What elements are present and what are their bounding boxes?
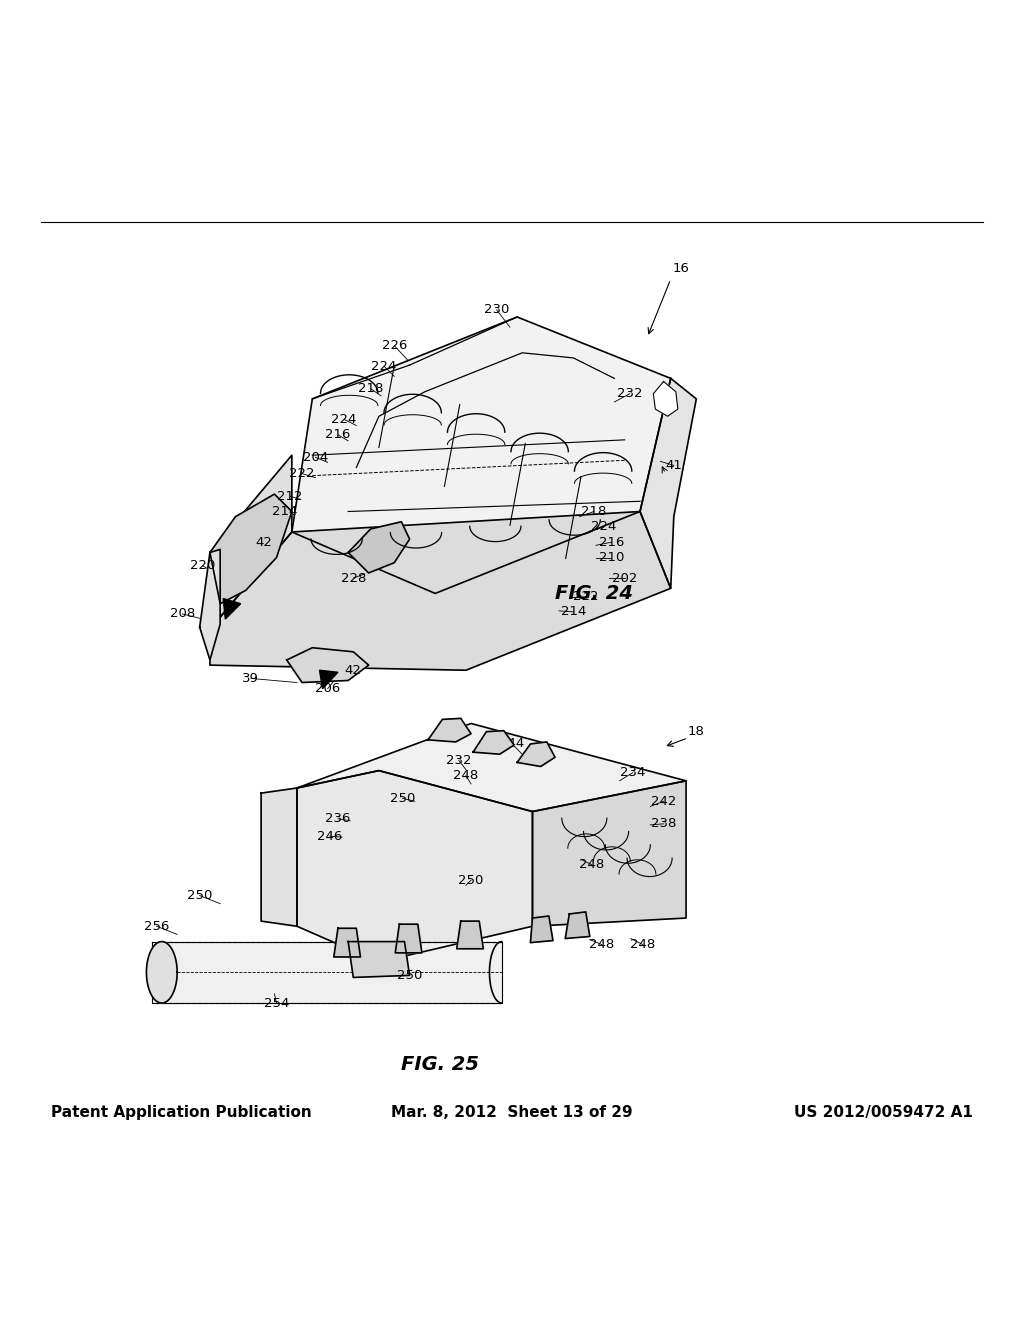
Text: 228: 228 <box>341 572 366 585</box>
Text: 248: 248 <box>590 939 614 952</box>
Text: Patent Application Publication: Patent Application Publication <box>51 1105 312 1121</box>
Text: 222: 222 <box>573 590 598 603</box>
Polygon shape <box>223 598 241 619</box>
Text: US 2012/0059472 A1: US 2012/0059472 A1 <box>794 1105 973 1121</box>
Polygon shape <box>473 731 514 754</box>
Polygon shape <box>348 941 410 977</box>
Text: 246: 246 <box>317 830 342 842</box>
Text: 218: 218 <box>582 506 606 517</box>
Text: 206: 206 <box>315 682 340 696</box>
Polygon shape <box>210 494 292 603</box>
Text: 16: 16 <box>673 263 689 276</box>
Text: 254: 254 <box>264 997 289 1010</box>
Text: 232: 232 <box>446 754 471 767</box>
Polygon shape <box>653 381 678 416</box>
Polygon shape <box>297 771 532 962</box>
Text: 224: 224 <box>592 520 616 533</box>
Text: 234: 234 <box>621 766 645 779</box>
Text: 218: 218 <box>358 383 383 395</box>
Text: 216: 216 <box>326 428 350 441</box>
Text: 224: 224 <box>372 359 396 372</box>
Polygon shape <box>530 916 553 942</box>
Text: 212: 212 <box>278 490 302 503</box>
Text: 250: 250 <box>390 792 415 805</box>
Text: FIG. 25: FIG. 25 <box>401 1055 479 1074</box>
Text: 39: 39 <box>243 672 259 685</box>
Polygon shape <box>292 317 671 594</box>
Text: 18: 18 <box>688 725 705 738</box>
Polygon shape <box>395 924 422 953</box>
Text: Mar. 8, 2012  Sheet 13 of 29: Mar. 8, 2012 Sheet 13 of 29 <box>391 1105 633 1121</box>
Polygon shape <box>428 718 471 742</box>
Polygon shape <box>532 781 686 927</box>
Text: 248: 248 <box>631 939 655 952</box>
Polygon shape <box>565 912 590 939</box>
Text: 256: 256 <box>144 920 169 933</box>
Text: 208: 208 <box>170 607 195 620</box>
Polygon shape <box>319 671 338 689</box>
Text: 236: 236 <box>326 812 350 825</box>
Text: 250: 250 <box>397 969 422 982</box>
Text: 210: 210 <box>599 552 624 564</box>
Text: 226: 226 <box>382 339 407 352</box>
Polygon shape <box>334 928 360 957</box>
Text: 42: 42 <box>256 536 272 549</box>
Polygon shape <box>200 549 220 660</box>
Text: 248: 248 <box>454 770 478 783</box>
Text: 238: 238 <box>651 817 676 830</box>
Text: 202: 202 <box>612 572 637 585</box>
Text: 41: 41 <box>666 459 682 473</box>
Polygon shape <box>261 788 297 927</box>
Polygon shape <box>287 648 369 682</box>
Text: 224: 224 <box>332 413 356 426</box>
Text: 250: 250 <box>187 890 212 902</box>
Polygon shape <box>210 512 671 671</box>
Text: 216: 216 <box>599 536 624 549</box>
Polygon shape <box>297 723 686 812</box>
Text: 232: 232 <box>617 387 642 400</box>
Text: 242: 242 <box>651 795 676 808</box>
Polygon shape <box>210 455 292 630</box>
Text: 214: 214 <box>561 606 586 618</box>
Polygon shape <box>348 521 410 573</box>
Text: FIG. 24: FIG. 24 <box>555 583 633 603</box>
Text: 250: 250 <box>459 874 483 887</box>
Polygon shape <box>457 921 483 949</box>
Text: 42: 42 <box>345 664 361 677</box>
Polygon shape <box>640 379 696 589</box>
Polygon shape <box>146 941 177 1003</box>
Text: 230: 230 <box>484 304 509 317</box>
Text: 244: 244 <box>500 738 524 751</box>
Text: 220: 220 <box>190 560 215 573</box>
Text: 214: 214 <box>272 506 297 517</box>
Text: 248: 248 <box>580 858 604 871</box>
Polygon shape <box>517 742 555 767</box>
Polygon shape <box>152 941 502 1003</box>
Text: 204: 204 <box>303 450 328 463</box>
Text: 222: 222 <box>290 467 314 480</box>
